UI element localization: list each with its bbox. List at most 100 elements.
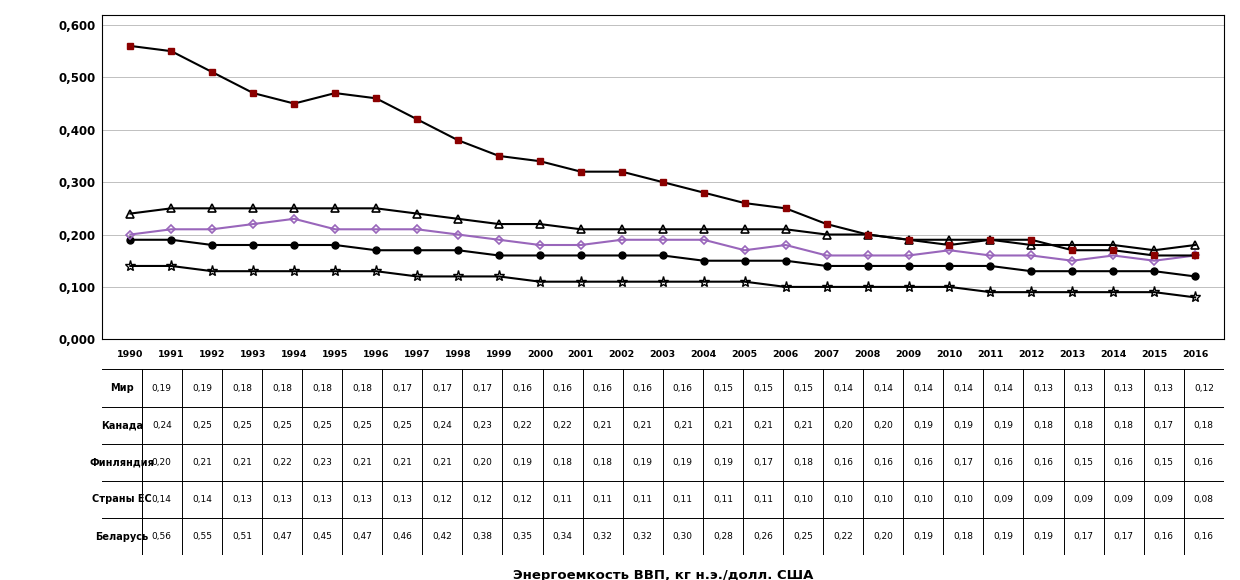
Text: 0,25: 0,25 xyxy=(192,420,212,430)
Text: 2000: 2000 xyxy=(527,350,553,359)
Text: 0,23: 0,23 xyxy=(472,420,492,430)
Text: 0,21: 0,21 xyxy=(673,420,693,430)
Text: 0,17: 0,17 xyxy=(1114,532,1133,541)
Text: 0,18: 0,18 xyxy=(1194,420,1214,430)
Text: 0,42: 0,42 xyxy=(433,532,453,541)
Text: 0,25: 0,25 xyxy=(392,420,412,430)
Text: 0,18: 0,18 xyxy=(232,383,252,393)
Text: 2012: 2012 xyxy=(1018,350,1044,359)
Text: 0,25: 0,25 xyxy=(352,420,372,430)
Text: 0,21: 0,21 xyxy=(632,420,652,430)
Text: 0,32: 0,32 xyxy=(632,532,652,541)
Text: 0,14: 0,14 xyxy=(192,495,212,504)
Text: 0,21: 0,21 xyxy=(392,458,412,467)
Text: 0,45: 0,45 xyxy=(312,532,332,541)
Text: 0,14: 0,14 xyxy=(954,383,973,393)
Text: 0,21: 0,21 xyxy=(352,458,372,467)
Text: 0,11: 0,11 xyxy=(553,495,573,504)
Text: 0,16: 0,16 xyxy=(914,458,934,467)
Text: 0,32: 0,32 xyxy=(593,532,613,541)
Text: 0,19: 0,19 xyxy=(993,532,1013,541)
Text: 0,15: 0,15 xyxy=(1153,458,1174,467)
Text: 0,14: 0,14 xyxy=(873,383,893,393)
Text: 0,11: 0,11 xyxy=(632,495,652,504)
Text: 0,26: 0,26 xyxy=(753,532,773,541)
Text: 0,18: 0,18 xyxy=(1114,420,1133,430)
Text: 1999: 1999 xyxy=(486,350,512,359)
Text: 1993: 1993 xyxy=(241,350,267,359)
Text: 0,19: 0,19 xyxy=(632,458,652,467)
Text: 0,19: 0,19 xyxy=(713,458,733,467)
Text: 0,14: 0,14 xyxy=(151,495,171,504)
Text: 0,10: 0,10 xyxy=(914,495,934,504)
Text: 0,13: 0,13 xyxy=(232,495,252,504)
Text: 0,18: 0,18 xyxy=(352,383,372,393)
Text: 2009: 2009 xyxy=(895,350,921,359)
Text: 0,21: 0,21 xyxy=(794,420,813,430)
Text: 0,12: 0,12 xyxy=(512,495,532,504)
Text: 2010: 2010 xyxy=(936,350,962,359)
Text: 0,17: 0,17 xyxy=(954,458,973,467)
Text: 2008: 2008 xyxy=(854,350,880,359)
Text: 0,10: 0,10 xyxy=(794,495,813,504)
Text: 0,17: 0,17 xyxy=(1153,420,1174,430)
Text: 0,09: 0,09 xyxy=(1114,495,1133,504)
Text: 0,11: 0,11 xyxy=(593,495,613,504)
Text: 2006: 2006 xyxy=(773,350,799,359)
Text: 2015: 2015 xyxy=(1141,350,1167,359)
Text: 0,11: 0,11 xyxy=(713,495,733,504)
Text: 0,30: 0,30 xyxy=(673,532,693,541)
Text: 0,25: 0,25 xyxy=(794,532,813,541)
Text: 0,18: 0,18 xyxy=(553,458,573,467)
Text: 2001: 2001 xyxy=(568,350,594,359)
Text: 0,24: 0,24 xyxy=(433,420,453,430)
Text: 1995: 1995 xyxy=(322,350,348,359)
Text: 0,16: 0,16 xyxy=(993,458,1013,467)
Text: 0,20: 0,20 xyxy=(873,532,893,541)
Text: 1996: 1996 xyxy=(363,350,389,359)
Text: 0,16: 0,16 xyxy=(593,383,613,393)
Text: 0,20: 0,20 xyxy=(873,420,893,430)
Text: 0,22: 0,22 xyxy=(553,420,573,430)
Text: 1992: 1992 xyxy=(198,350,226,359)
Text: 0,23: 0,23 xyxy=(312,458,332,467)
Text: 0,09: 0,09 xyxy=(1074,495,1094,504)
Text: 2002: 2002 xyxy=(609,350,635,359)
Text: Канада: Канада xyxy=(100,420,143,430)
Text: 0,15: 0,15 xyxy=(713,383,733,393)
Text: 0,13: 0,13 xyxy=(272,495,293,504)
Text: 0,16: 0,16 xyxy=(873,458,893,467)
Text: 0,19: 0,19 xyxy=(673,458,693,467)
Text: 0,08: 0,08 xyxy=(1194,495,1214,504)
Text: 1991: 1991 xyxy=(157,350,185,359)
Text: 0,14: 0,14 xyxy=(833,383,853,393)
Text: 0,16: 0,16 xyxy=(1033,458,1054,467)
Text: 0,18: 0,18 xyxy=(794,458,813,467)
Text: 0,11: 0,11 xyxy=(753,495,773,504)
Text: 0,22: 0,22 xyxy=(512,420,532,430)
Text: 0,51: 0,51 xyxy=(232,532,252,541)
Text: 0,13: 0,13 xyxy=(1114,383,1133,393)
Text: 0,15: 0,15 xyxy=(1074,458,1094,467)
Text: 0,13: 0,13 xyxy=(312,495,332,504)
Text: 0,13: 0,13 xyxy=(1074,383,1094,393)
Text: 0,13: 0,13 xyxy=(352,495,372,504)
Text: 1997: 1997 xyxy=(404,350,430,359)
Text: 0,21: 0,21 xyxy=(192,458,212,467)
Text: 0,18: 0,18 xyxy=(272,383,293,393)
Text: 0,18: 0,18 xyxy=(1033,420,1054,430)
Text: 0,19: 0,19 xyxy=(192,383,212,393)
Text: 0,25: 0,25 xyxy=(312,420,332,430)
Text: 0,16: 0,16 xyxy=(632,383,652,393)
Text: Беларусь: Беларусь xyxy=(95,531,149,542)
Text: 0,09: 0,09 xyxy=(1033,495,1054,504)
Text: 0,17: 0,17 xyxy=(472,383,492,393)
Text: 0,19: 0,19 xyxy=(512,458,532,467)
Text: 0,17: 0,17 xyxy=(433,383,453,393)
Text: 0,16: 0,16 xyxy=(1153,532,1174,541)
Text: 0,16: 0,16 xyxy=(1194,532,1214,541)
Text: 0,11: 0,11 xyxy=(673,495,693,504)
Text: 0,18: 0,18 xyxy=(954,532,973,541)
Text: 0,13: 0,13 xyxy=(1153,383,1174,393)
Text: 0,21: 0,21 xyxy=(753,420,773,430)
